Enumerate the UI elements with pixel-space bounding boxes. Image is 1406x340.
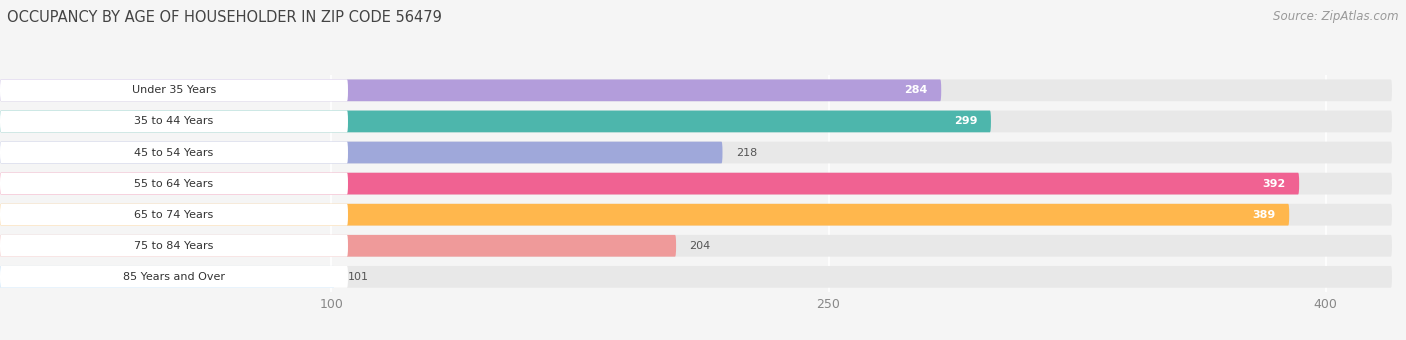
FancyBboxPatch shape bbox=[0, 235, 349, 257]
FancyBboxPatch shape bbox=[0, 110, 1392, 132]
FancyBboxPatch shape bbox=[0, 204, 1289, 225]
Text: 55 to 64 Years: 55 to 64 Years bbox=[135, 178, 214, 189]
FancyBboxPatch shape bbox=[0, 235, 1392, 257]
Text: 392: 392 bbox=[1263, 178, 1286, 189]
FancyBboxPatch shape bbox=[0, 204, 349, 225]
FancyBboxPatch shape bbox=[0, 80, 941, 101]
Text: 101: 101 bbox=[349, 272, 368, 282]
Text: Source: ZipAtlas.com: Source: ZipAtlas.com bbox=[1274, 10, 1399, 23]
Text: 218: 218 bbox=[735, 148, 756, 157]
FancyBboxPatch shape bbox=[0, 110, 349, 132]
Text: 45 to 54 Years: 45 to 54 Years bbox=[135, 148, 214, 157]
Text: 284: 284 bbox=[904, 85, 928, 95]
FancyBboxPatch shape bbox=[0, 173, 349, 194]
Text: 35 to 44 Years: 35 to 44 Years bbox=[135, 116, 214, 126]
FancyBboxPatch shape bbox=[0, 266, 349, 288]
FancyBboxPatch shape bbox=[0, 204, 1392, 225]
FancyBboxPatch shape bbox=[0, 142, 349, 164]
Text: 65 to 74 Years: 65 to 74 Years bbox=[135, 210, 214, 220]
FancyBboxPatch shape bbox=[0, 173, 1392, 194]
FancyBboxPatch shape bbox=[0, 173, 1299, 194]
FancyBboxPatch shape bbox=[0, 110, 991, 132]
FancyBboxPatch shape bbox=[0, 266, 1392, 288]
FancyBboxPatch shape bbox=[0, 266, 335, 288]
FancyBboxPatch shape bbox=[0, 80, 1392, 101]
FancyBboxPatch shape bbox=[0, 142, 723, 164]
Text: 389: 389 bbox=[1253, 210, 1277, 220]
Text: OCCUPANCY BY AGE OF HOUSEHOLDER IN ZIP CODE 56479: OCCUPANCY BY AGE OF HOUSEHOLDER IN ZIP C… bbox=[7, 10, 441, 25]
Text: 299: 299 bbox=[955, 116, 977, 126]
Text: 204: 204 bbox=[689, 241, 710, 251]
FancyBboxPatch shape bbox=[0, 235, 676, 257]
FancyBboxPatch shape bbox=[0, 142, 1392, 164]
FancyBboxPatch shape bbox=[0, 80, 349, 101]
Text: 75 to 84 Years: 75 to 84 Years bbox=[135, 241, 214, 251]
Text: 85 Years and Over: 85 Years and Over bbox=[122, 272, 225, 282]
Text: Under 35 Years: Under 35 Years bbox=[132, 85, 217, 95]
